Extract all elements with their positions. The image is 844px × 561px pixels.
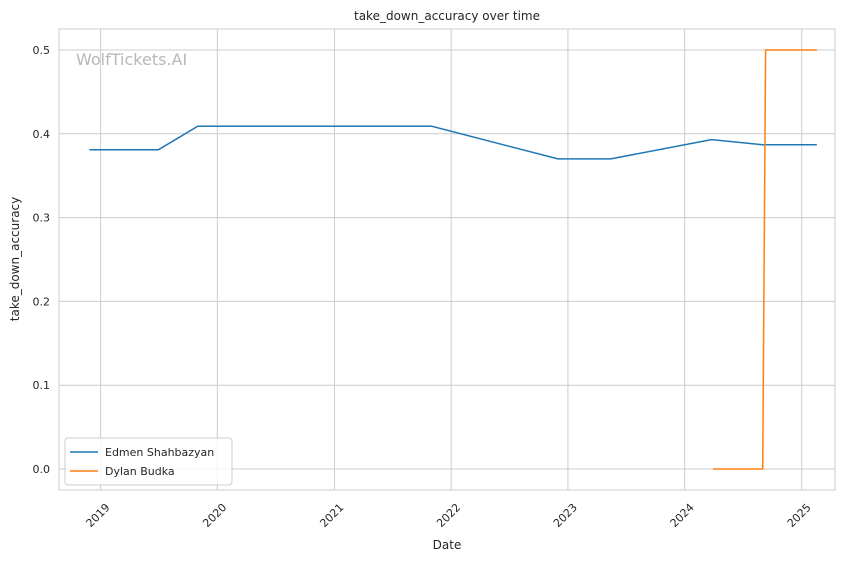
series-line-dylan-budka xyxy=(713,49,817,470)
y-tick-labels: 0.0 0.1 0.2 0.3 0.4 0.5 xyxy=(33,44,51,476)
plot-background xyxy=(59,29,835,490)
x-tick-label: 2020 xyxy=(200,501,229,530)
x-tick-label: 2023 xyxy=(551,501,580,530)
y-tick-label: 0.4 xyxy=(33,128,51,141)
legend-label-dylan: Dylan Budka xyxy=(105,465,175,478)
grid-lines xyxy=(59,29,835,490)
x-tick-label: 2022 xyxy=(434,501,463,530)
y-tick-label: 0.2 xyxy=(33,295,51,308)
series-line-edmen-shahbazyan xyxy=(89,125,817,160)
legend-label-edmen: Edmen Shahbazyan xyxy=(105,446,214,459)
plot-frame xyxy=(58,28,836,491)
x-tick-labels: 2019 2020 2021 2022 2023 2024 2025 xyxy=(84,501,814,530)
x-tick-label: 2019 xyxy=(84,501,113,530)
x-tick-label: 2024 xyxy=(668,501,697,530)
y-tick-label: 0.5 xyxy=(33,44,51,57)
series-lines xyxy=(89,49,817,470)
legend-box xyxy=(64,437,233,486)
x-tick-label: 2025 xyxy=(785,501,814,530)
chart-title: take_down_accuracy over time xyxy=(354,9,540,23)
y-tick-label: 0.1 xyxy=(33,379,51,392)
x-axis-label: Date xyxy=(433,538,462,552)
legend: Edmen Shahbazyan Dylan Budka xyxy=(64,437,233,486)
y-tick-label: 0.0 xyxy=(33,463,51,476)
y-axis-label: take_down_accuracy xyxy=(8,197,22,321)
x-tick-label: 2021 xyxy=(317,501,346,530)
watermark: WolfTickets.AI xyxy=(76,50,187,69)
y-tick-label: 0.3 xyxy=(33,212,51,225)
